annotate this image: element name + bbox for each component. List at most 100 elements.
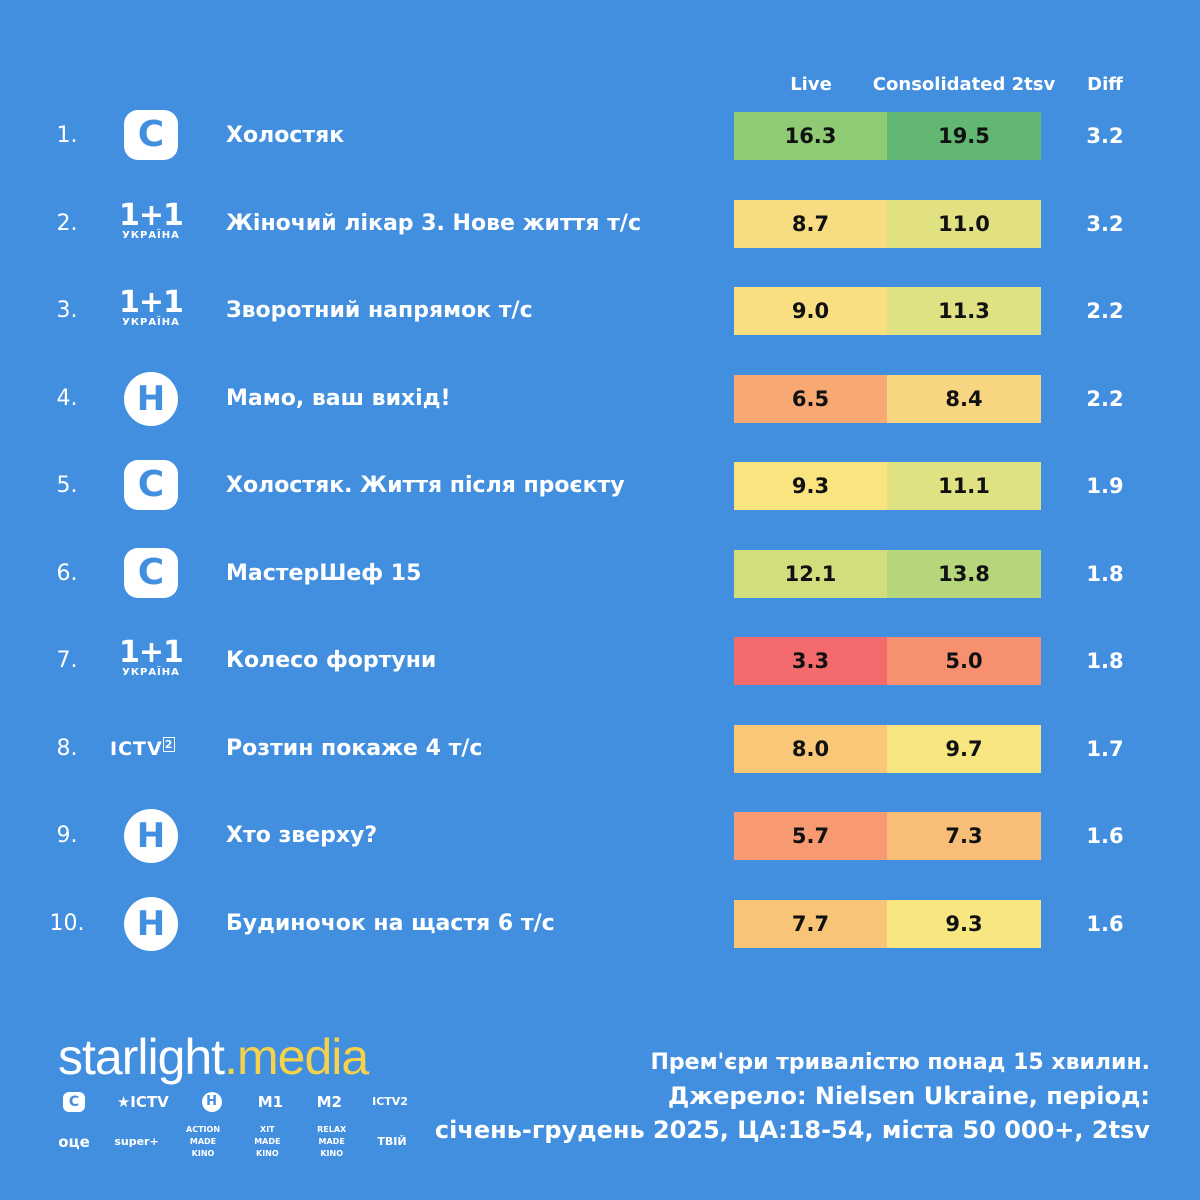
live-rating-cell: 9.3 [734, 462, 887, 510]
one-plus-one-mark: 1+1 [119, 285, 184, 320]
table-row: 5. С Холостяк. Життя після проєкту 9.3 11.1 1… [0, 460, 1200, 510]
rank-number: 9. [56, 823, 78, 848]
consolidated-rating-cell: 11.1 [887, 462, 1041, 510]
ictv2-logo-icon: ICTV2 [372, 1095, 408, 1108]
rank-number: 4. [56, 386, 78, 411]
table-row: 8. ICTV 2 Розтин покаже 4 т/с 8.0 9.7 1.7 [0, 725, 1200, 773]
footnote-premieres: Прем'єри тривалістю понад 15 хвилин. [650, 1050, 1150, 1075]
channel-logo: Н [106, 897, 196, 951]
channel-logo: 1+1 УКРАЇНА [106, 637, 196, 685]
rank-number: 1. [56, 123, 78, 148]
live-rating-cell: 8.7 [734, 200, 887, 248]
tviy-logo-icon: ТВІЙ [377, 1135, 407, 1148]
live-rating-cell: 6.5 [734, 375, 887, 423]
show-title: Колесо фортуни [226, 648, 437, 673]
consolidated-rating-cell: 11.0 [887, 200, 1041, 248]
table-row: 9. Н Хто зверху? 5.7 7.3 1.6 [0, 809, 1200, 863]
diff-value: 2.2 [1086, 299, 1124, 323]
one-plus-one-logo-icon: 1+1 УКРАЇНА [116, 285, 186, 329]
one-plus-one-subtitle: УКРАЇНА [122, 667, 180, 678]
consolidated-rating-cell: 7.3 [887, 812, 1041, 860]
show-title: Хто зверху? [226, 823, 378, 848]
rank-number: 3. [56, 298, 78, 323]
live-rating-cell: 5.7 [734, 812, 887, 860]
show-title: Розтин покаже 4 т/с [226, 736, 483, 761]
novyi-logo-icon: Н [124, 897, 178, 951]
relax-made-kino-logo-icon: RELAX MADE KINO [317, 1125, 347, 1158]
rank-number: 6. [56, 561, 78, 586]
diff-value: 1.8 [1086, 649, 1124, 673]
ictv-number: 2 [162, 736, 176, 752]
consolidated-rating-cell: 8.4 [887, 375, 1041, 423]
rank-number: 7. [56, 648, 78, 673]
live-rating-cell: 16.3 [734, 112, 887, 160]
table-row: 6. С МастерШеф 15 12.1 13.8 1.8 [0, 548, 1200, 598]
show-title: Зворотний напрямок т/с [226, 298, 533, 323]
table-row: 2. 1+1 УКРАЇНА Жіночий лікар 3. Нове життя … [0, 200, 1200, 248]
one-plus-one-subtitle: УКРАЇНА [122, 317, 180, 328]
live-rating-cell: 12.1 [734, 550, 887, 598]
diff-value: 3.2 [1086, 212, 1124, 236]
consolidated-rating-cell: 5.0 [887, 637, 1041, 685]
one-plus-one-mark: 1+1 [119, 198, 184, 233]
show-title: Холостяк [226, 123, 345, 148]
one-plus-one-logo-icon: 1+1 УКРАЇНА [116, 198, 186, 242]
hit-made-kino-logo-icon: ХІТ MADE KINO [254, 1125, 281, 1158]
show-title: Жіночий лікар 3. Нове життя т/с [226, 211, 641, 236]
table-row: 1. С Холостяк 16.3 19.5 3.2 [0, 110, 1200, 160]
stb-logo-icon: С [124, 460, 178, 510]
consolidated-rating-cell: 9.7 [887, 725, 1041, 773]
channel-logo: Н [106, 809, 196, 863]
rank-number: 2. [56, 211, 78, 236]
rank-number: 10. [49, 911, 85, 936]
novyi-logo-icon: Н [124, 809, 178, 863]
channel-logos-row-2: оце super+ ACTION MADE KINO ХІТ MADE KIN… [58, 1124, 408, 1160]
stb-logo-icon: С [63, 1092, 85, 1112]
novyi-logo-icon: Н [124, 372, 178, 426]
table-row: 7. 1+1 УКРАЇНА Колесо фортуни 3.3 5.0 1.8 [0, 637, 1200, 685]
consolidated-rating-cell: 13.8 [887, 550, 1041, 598]
header-live: Live [790, 74, 832, 95]
one-plus-one-logo-icon: 1+1 УКРАЇНА [116, 638, 186, 679]
footnote-period: січень-грудень 2025, ЦА:18-54, міста 50 … [434, 1116, 1150, 1144]
m1-logo-icon: M1 [257, 1093, 284, 1111]
channel-logo: 1+1 УКРАЇНА [106, 287, 196, 335]
rank-number: 5. [56, 473, 78, 498]
one-plus-one-subtitle: УКРАЇНА [122, 230, 180, 241]
consolidated-rating-cell: 19.5 [887, 112, 1041, 160]
live-rating-cell: 7.7 [734, 900, 887, 948]
header-diff: Diff [1087, 74, 1123, 95]
stb-logo-icon: С [124, 548, 178, 598]
channel-logo: С [106, 110, 196, 160]
consolidated-rating-cell: 11.3 [887, 287, 1041, 335]
oce-logo-icon: оце [58, 1133, 90, 1151]
channel-logo: Н [106, 372, 196, 426]
channel-logo: 1+1 УКРАЇНА [106, 200, 196, 248]
rank-number: 8. [56, 736, 78, 761]
m2-logo-icon: M2 [316, 1093, 342, 1111]
show-title: Будиночок на щастя 6 т/с [226, 911, 555, 936]
table-row: 10. Н Будиночок на щастя 6 т/с 7.7 9.3 1.6 [0, 897, 1200, 951]
diff-value: 3.2 [1086, 124, 1124, 148]
header-consolidated: Consolidated 2tsv [872, 74, 1056, 95]
diff-value: 1.6 [1086, 824, 1124, 848]
show-title: Мамо, ваш вихід! [226, 386, 451, 411]
channel-logo: С [106, 460, 196, 510]
table-row: 3. 1+1 УКРАЇНА Зворотний напрямок т/с 9.0 11.… [0, 287, 1200, 335]
super-plus-logo-icon: super+ [114, 1135, 159, 1148]
diff-value: 2.2 [1086, 387, 1124, 411]
ictv-logo-icon: ★ICTV [116, 1093, 169, 1111]
stb-logo-icon: С [124, 110, 178, 160]
diff-value: 1.7 [1086, 737, 1124, 761]
footnote-source: Джерело: Nielsen Ukraine, період: [667, 1082, 1150, 1110]
show-title: МастерШеф 15 [226, 561, 422, 586]
channel-logo: ICTV 2 [106, 725, 196, 773]
live-rating-cell: 8.0 [734, 725, 887, 773]
channel-logos-row-1: С ★ICTV Н M1 M2 ICTV2 [58, 1092, 408, 1112]
diff-value: 1.9 [1086, 474, 1124, 498]
ictv-mark: ICTV [110, 738, 163, 760]
channel-logo: С [106, 548, 196, 598]
live-rating-cell: 9.0 [734, 287, 887, 335]
novyi-logo-icon: Н [201, 1092, 222, 1112]
